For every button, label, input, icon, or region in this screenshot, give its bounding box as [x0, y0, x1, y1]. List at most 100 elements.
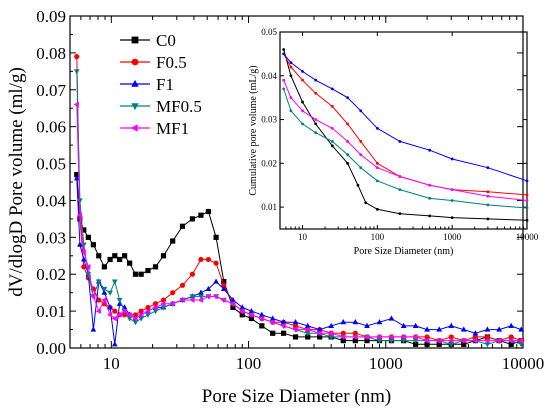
data-point: [73, 175, 80, 181]
data-point: [305, 334, 311, 340]
data-point: [436, 337, 442, 344]
inset-data-point: [428, 214, 432, 218]
data-point: [230, 304, 236, 311]
inset-data-point: [364, 201, 368, 205]
data-point: [352, 338, 358, 344]
data-point: [484, 326, 491, 332]
inset-data-point: [486, 190, 490, 194]
data-point: [496, 326, 502, 332]
legend-label: C0: [156, 31, 176, 50]
inset-data-point: [375, 166, 379, 170]
inset-x-tick-label: 10000: [516, 232, 539, 242]
data-point: [518, 342, 525, 348]
inset-data-point: [301, 122, 304, 126]
inset-series-MF1: [282, 78, 529, 202]
data-point: [221, 279, 227, 285]
inset-data-point: [450, 188, 454, 192]
data-point: [304, 322, 311, 328]
data-point: [152, 304, 158, 311]
data-point: [85, 234, 91, 240]
data-point: [508, 337, 514, 344]
inset-data-point: [289, 65, 293, 69]
inset-data-point: [375, 126, 379, 130]
data-point: [328, 330, 334, 337]
data-point: [96, 297, 102, 303]
data-point: [229, 300, 236, 307]
data-point: [328, 322, 335, 328]
data-point: [316, 330, 322, 337]
data-point: [292, 319, 299, 325]
data-point: [292, 326, 298, 333]
data-point: [436, 341, 442, 347]
data-point: [90, 242, 96, 248]
inset-data-point: [346, 96, 349, 100]
inset-plot-frame: [279, 31, 528, 230]
data-point: [212, 293, 219, 300]
data-point: [364, 338, 370, 344]
inset-data-point: [428, 196, 432, 200]
data-point: [170, 290, 176, 296]
y-axis-title: dV/dlogD Pore volume (ml/g): [6, 67, 27, 297]
inset-y-tick-label: 0.01: [261, 202, 277, 212]
inset-data-point: [398, 188, 402, 192]
data-point: [213, 260, 219, 266]
data-point: [111, 341, 118, 347]
inset-data-point: [314, 122, 318, 126]
inset-data-point: [346, 122, 349, 126]
legend: C0 F0.5 F1 MF0.5 MF1: [120, 31, 202, 138]
data-point: [292, 334, 299, 340]
legend-label: MF0.5: [156, 97, 202, 116]
inset-data-point: [525, 206, 529, 210]
data-point: [280, 323, 286, 329]
inset-data-point: [346, 140, 349, 143]
y-tick-label: 0.08: [36, 44, 66, 63]
legend-marker: [131, 58, 139, 66]
inset-data-point: [486, 203, 490, 207]
data-point: [248, 307, 255, 314]
y-tick-label: 0.06: [36, 118, 66, 137]
data-point: [127, 260, 133, 266]
data-point: [448, 322, 455, 328]
data-point: [280, 319, 287, 325]
data-point: [412, 334, 418, 340]
data-point: [81, 264, 87, 270]
legend-label: F1: [156, 75, 174, 94]
inset-data-point: [330, 105, 334, 108]
data-point: [144, 308, 151, 314]
data-point: [138, 316, 145, 322]
data-point: [189, 297, 195, 303]
data-point: [152, 264, 159, 270]
inset-x-tick-label: 10: [298, 232, 308, 242]
data-point: [460, 326, 467, 332]
y-tick-label: 0.02: [36, 265, 66, 284]
data-point: [280, 330, 287, 336]
data-point: [376, 334, 382, 340]
data-point: [258, 315, 264, 322]
data-point: [363, 334, 370, 340]
data-point: [436, 326, 443, 332]
inset-y-tick-label: 0.04: [261, 71, 277, 81]
data-point: [518, 337, 524, 344]
data-point: [472, 330, 479, 336]
data-point: [160, 305, 167, 311]
data-point: [170, 238, 176, 244]
inset-data-point: [314, 118, 318, 121]
data-point: [352, 319, 359, 325]
data-point: [376, 338, 383, 344]
data-point: [189, 294, 196, 300]
data-point: [101, 264, 107, 270]
data-point: [258, 311, 265, 317]
inset-data-point: [525, 199, 529, 202]
inset-data-point: [359, 166, 363, 170]
inset-data-point: [486, 166, 490, 170]
inset-data-point: [289, 96, 293, 100]
data-point: [80, 242, 87, 248]
data-point: [508, 341, 514, 347]
inset-series-C0: [282, 48, 529, 222]
inset-data-point: [450, 157, 454, 161]
data-point: [145, 312, 151, 318]
data-point: [213, 278, 219, 284]
data-point: [126, 316, 133, 322]
data-point: [316, 326, 323, 332]
